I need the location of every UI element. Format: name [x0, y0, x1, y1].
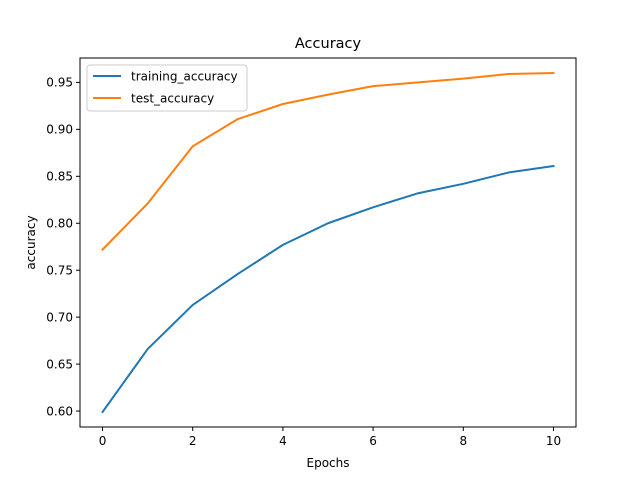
legend-box [86, 64, 248, 112]
x-tick-label: 4 [279, 434, 287, 448]
y-tick-label: 0.80 [46, 217, 73, 231]
series-line-test_accuracy [101, 71, 555, 251]
x-axis-title: Epochs [307, 456, 350, 470]
chart-title: Accuracy [295, 36, 362, 52]
y-tick-label: 0.75 [46, 263, 73, 277]
x-axis-ticks: 0 2 4 6 8 10 [99, 427, 561, 448]
series-line-training_accuracy [101, 164, 555, 414]
legend-label-training: training_accuracy [131, 70, 238, 84]
x-tick-label: 0 [99, 434, 107, 448]
y-tick-label: 0.70 [46, 310, 73, 324]
x-tick-label: 8 [459, 434, 467, 448]
y-tick-label: 0.60 [46, 404, 73, 418]
y-tick-label: 0.85 [46, 170, 73, 184]
y-tick-label: 0.90 [46, 123, 73, 137]
x-tick-label: 2 [189, 434, 197, 448]
series-layer [101, 71, 555, 414]
x-tick-label: 10 [546, 434, 561, 448]
y-tick-label: 0.95 [46, 76, 73, 90]
y-axis-ticks: 0.60 0.65 0.70 0.75 0.80 0.85 0.90 0.95 [46, 76, 80, 418]
y-tick-label: 0.65 [46, 357, 73, 371]
legend-label-test: test_accuracy [131, 92, 214, 106]
legend: training_accuracy test_accuracy [86, 64, 248, 112]
y-axis-title: accuracy [24, 215, 38, 269]
plot-frame [79, 57, 577, 428]
x-tick-label: 6 [369, 434, 377, 448]
